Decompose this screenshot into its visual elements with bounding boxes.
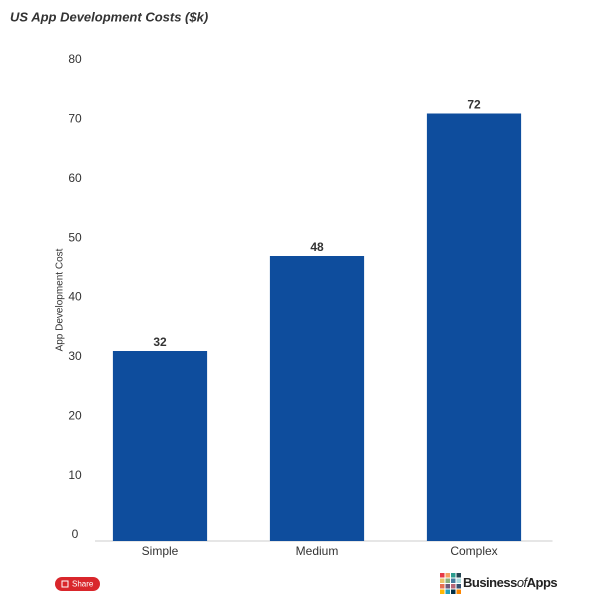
y-tick-label: 0 — [72, 527, 79, 541]
bar — [269, 256, 365, 541]
logo-part: Apps — [527, 575, 558, 590]
logo-square — [445, 573, 450, 578]
logo-square — [451, 584, 456, 589]
x-tick-label: Complex — [450, 544, 497, 558]
logo-square — [445, 584, 450, 589]
bar — [112, 351, 208, 541]
value-label: 32 — [153, 335, 167, 349]
y-axis-label: App Development Cost — [55, 248, 66, 351]
logo-icon — [440, 573, 461, 594]
logo-square — [451, 573, 456, 578]
y-tick-label: 60 — [68, 171, 82, 185]
y-tick-label: 30 — [68, 349, 82, 363]
logo-square — [456, 589, 461, 594]
logo-part: of — [517, 575, 529, 590]
share-icon[interactable] — [61, 580, 69, 588]
share-button[interactable]: Share — [55, 577, 100, 591]
logo-square — [445, 578, 450, 583]
logo-square — [440, 573, 445, 578]
y-tick-label: 70 — [68, 112, 82, 126]
logo-square — [451, 578, 456, 583]
logo-square — [451, 589, 456, 594]
y-tick-label: 50 — [68, 230, 82, 244]
y-tick-label: 40 — [68, 290, 82, 304]
y-tick-label: 80 — [68, 52, 82, 66]
chart-title: US App Development Costs ($k) — [10, 9, 208, 24]
logo-square — [440, 589, 445, 594]
share-label[interactable]: Share — [72, 580, 94, 589]
x-tick-label: Medium — [296, 544, 339, 558]
value-label: 48 — [310, 240, 324, 254]
logo-square — [456, 584, 461, 589]
value-label: 72 — [467, 98, 481, 112]
logo-part: Business — [463, 575, 517, 590]
logo: BusinessofApps — [440, 573, 558, 594]
logo-square — [440, 584, 445, 589]
logo-square — [456, 578, 461, 583]
logo-square — [456, 573, 461, 578]
y-tick-label: 10 — [68, 468, 82, 482]
x-tick-label: Simple — [142, 544, 179, 558]
logo-square — [440, 578, 445, 583]
bar — [426, 113, 522, 541]
y-tick-label: 20 — [68, 408, 82, 422]
logo-square — [445, 589, 450, 594]
logo-text: BusinessofApps — [463, 575, 557, 590]
